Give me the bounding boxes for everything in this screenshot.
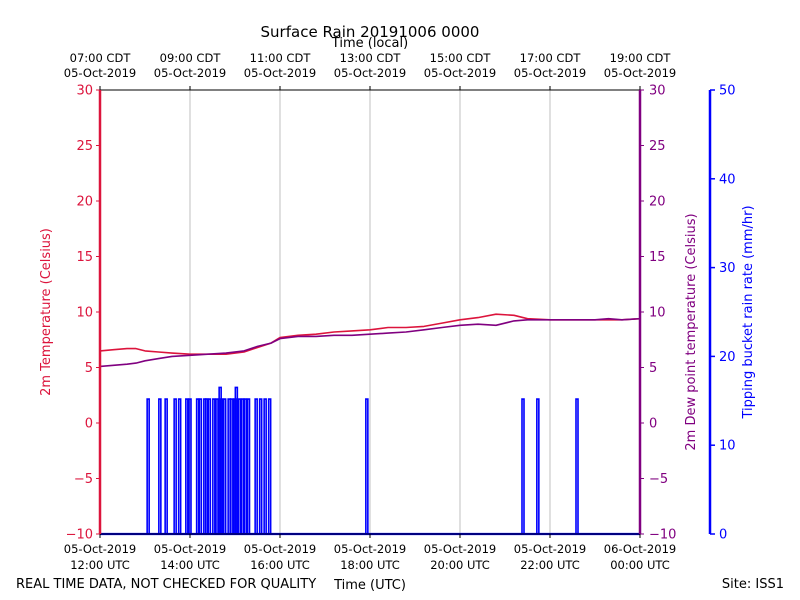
rain-rate-spike <box>246 398 251 534</box>
right-tick-label: −10 <box>649 528 676 543</box>
left-tick-label: −5 <box>74 472 93 487</box>
top-tick-date: 05-Oct-2019 <box>334 66 406 80</box>
bottom-tick-time: 18:00 UTC <box>340 558 400 572</box>
left-axis-label: 2m Temperature (Celsius) <box>39 228 54 396</box>
rain-rate-spike <box>230 398 234 534</box>
left-tick-label: 15 <box>76 250 93 265</box>
top-tick-time: 19:00 CDT <box>610 51 672 65</box>
rain-rate-spike <box>267 398 272 534</box>
right-tick-label: 0 <box>649 417 657 432</box>
rain-rate-spike <box>258 398 263 534</box>
dewpoint-line <box>99 317 641 368</box>
rain-rate-spike <box>177 398 182 534</box>
bottom-tick-date: 05-Oct-2019 <box>334 542 406 556</box>
rain-rate-spike <box>254 398 258 534</box>
bottom-tick-time: 16:00 UTC <box>250 558 310 572</box>
left-tick-label: −10 <box>66 528 93 543</box>
bottom-tick-date: 05-Oct-2019 <box>424 542 496 556</box>
top-tick-time: 13:00 CDT <box>340 51 402 65</box>
rain-rate-spike <box>521 398 525 534</box>
bottom-tick-date: 05-Oct-2019 <box>514 542 586 556</box>
rain-rate-spike <box>198 398 203 534</box>
rain-rate-spike <box>215 398 219 534</box>
rain-rate-spike <box>195 398 200 534</box>
rain-rate-spike <box>207 398 212 534</box>
bottom-axis-label: Time (UTC) <box>333 578 406 593</box>
rain-rate-spike <box>164 398 168 534</box>
left-tick-label: 5 <box>85 361 93 376</box>
top-tick-time: 17:00 CDT <box>520 51 582 65</box>
rain-rate-spike <box>243 398 248 534</box>
rain-rate-spike <box>188 398 192 534</box>
chart-title: Surface Rain 20191006 0000 <box>261 23 480 41</box>
rain-rate-spike <box>222 398 227 534</box>
bottom-tick-time: 00:00 UTC <box>610 558 670 572</box>
rain-rate-spike <box>234 386 239 534</box>
rain-rate-spike <box>536 398 540 534</box>
top-tick-time: 07:00 CDT <box>70 51 132 65</box>
top-tick-time: 15:00 CDT <box>430 51 492 65</box>
left-tick-label: 0 <box>85 417 93 432</box>
rain-rate-spike <box>158 398 162 534</box>
left-tick-label: 10 <box>76 306 93 321</box>
left-tick-label: 20 <box>76 195 93 210</box>
site-label: Site: ISS1 <box>722 577 784 592</box>
rain-rate-spike <box>173 398 177 534</box>
bottom-tick-date: 05-Oct-2019 <box>244 542 316 556</box>
rain-rate-spike <box>240 398 245 534</box>
right-tick-label: 5 <box>649 361 657 376</box>
rain-tick-label: 50 <box>719 84 736 99</box>
rain-rate-spike <box>237 398 242 534</box>
left-tick-label: 30 <box>76 84 93 99</box>
bottom-tick-date: 05-Oct-2019 <box>154 542 226 556</box>
rain-rate-spike <box>219 398 224 534</box>
rain-tick-label: 0 <box>719 528 727 543</box>
rain-rate-spike <box>575 398 579 534</box>
rain-tick-label: 20 <box>719 350 736 365</box>
bottom-tick-time: 12:00 UTC <box>70 558 130 572</box>
left-tick-label: 25 <box>76 139 93 154</box>
rain-tick-label: 10 <box>719 439 736 454</box>
rain-rate-spike <box>227 398 231 534</box>
top-axis-label: Time (local) <box>331 36 408 51</box>
top-tick-date: 05-Oct-2019 <box>604 66 676 80</box>
top-tick-time: 11:00 CDT <box>250 51 312 65</box>
right-tick-label: 10 <box>649 306 666 321</box>
rain-rate-spike <box>185 398 189 534</box>
right-tick-label: 30 <box>649 84 666 99</box>
rain-rate-spike <box>212 398 216 534</box>
right-tick-label: 25 <box>649 139 666 154</box>
right-tick-label: 20 <box>649 195 666 210</box>
bottom-tick-time: 14:00 UTC <box>160 558 220 572</box>
rain-tick-label: 30 <box>719 261 736 276</box>
bottom-tick-date: 05-Oct-2019 <box>64 542 136 556</box>
top-tick-date: 05-Oct-2019 <box>424 66 496 80</box>
top-tick-time: 09:00 CDT <box>160 51 222 65</box>
quality-note: REAL TIME DATA, NOT CHECKED FOR QUALITY <box>16 577 316 592</box>
rain-rate-spike <box>365 398 369 534</box>
bottom-tick-time: 22:00 UTC <box>520 558 580 572</box>
rain-tick-label: 40 <box>719 172 736 187</box>
rain-axis-label: Tipping bucket rain rate (mm/hr) <box>741 205 756 419</box>
right-tick-label: −5 <box>649 472 668 487</box>
bottom-tick-time: 20:00 UTC <box>430 558 490 572</box>
top-tick-date: 05-Oct-2019 <box>64 66 136 80</box>
bottom-tick-date: 06-Oct-2019 <box>604 542 676 556</box>
top-tick-date: 05-Oct-2019 <box>514 66 586 80</box>
right-axis-label: 2m Dew point temperature (Celsius) <box>684 213 699 450</box>
rain-rate-spike <box>263 398 267 534</box>
top-tick-date: 05-Oct-2019 <box>154 66 226 80</box>
top-tick-date: 05-Oct-2019 <box>244 66 316 80</box>
rain-rate-spike <box>146 398 150 534</box>
right-tick-label: 15 <box>649 250 666 265</box>
